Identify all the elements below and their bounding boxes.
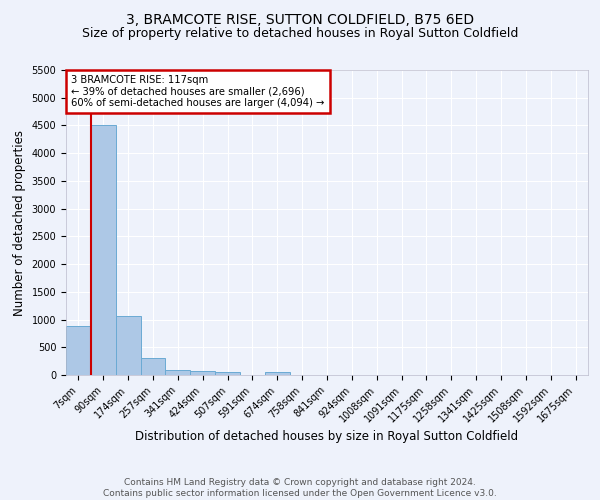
Text: Size of property relative to detached houses in Royal Sutton Coldfield: Size of property relative to detached ho…	[82, 28, 518, 40]
Text: Contains HM Land Registry data © Crown copyright and database right 2024.
Contai: Contains HM Land Registry data © Crown c…	[103, 478, 497, 498]
Bar	[166, 370, 190, 375]
Bar	[66, 326, 91, 375]
Bar	[190, 371, 215, 375]
Text: 3, BRAMCOTE RISE, SUTTON COLDFIELD, B75 6ED: 3, BRAMCOTE RISE, SUTTON COLDFIELD, B75 …	[126, 12, 474, 26]
Bar	[215, 372, 240, 375]
Bar	[91, 126, 116, 375]
Text: 3 BRAMCOTE RISE: 117sqm
← 39% of detached houses are smaller (2,696)
60% of semi: 3 BRAMCOTE RISE: 117sqm ← 39% of detache…	[71, 74, 325, 108]
Bar	[265, 372, 290, 375]
Bar	[116, 316, 140, 375]
Bar	[140, 358, 166, 375]
X-axis label: Distribution of detached houses by size in Royal Sutton Coldfield: Distribution of detached houses by size …	[136, 430, 518, 442]
Y-axis label: Number of detached properties: Number of detached properties	[13, 130, 26, 316]
